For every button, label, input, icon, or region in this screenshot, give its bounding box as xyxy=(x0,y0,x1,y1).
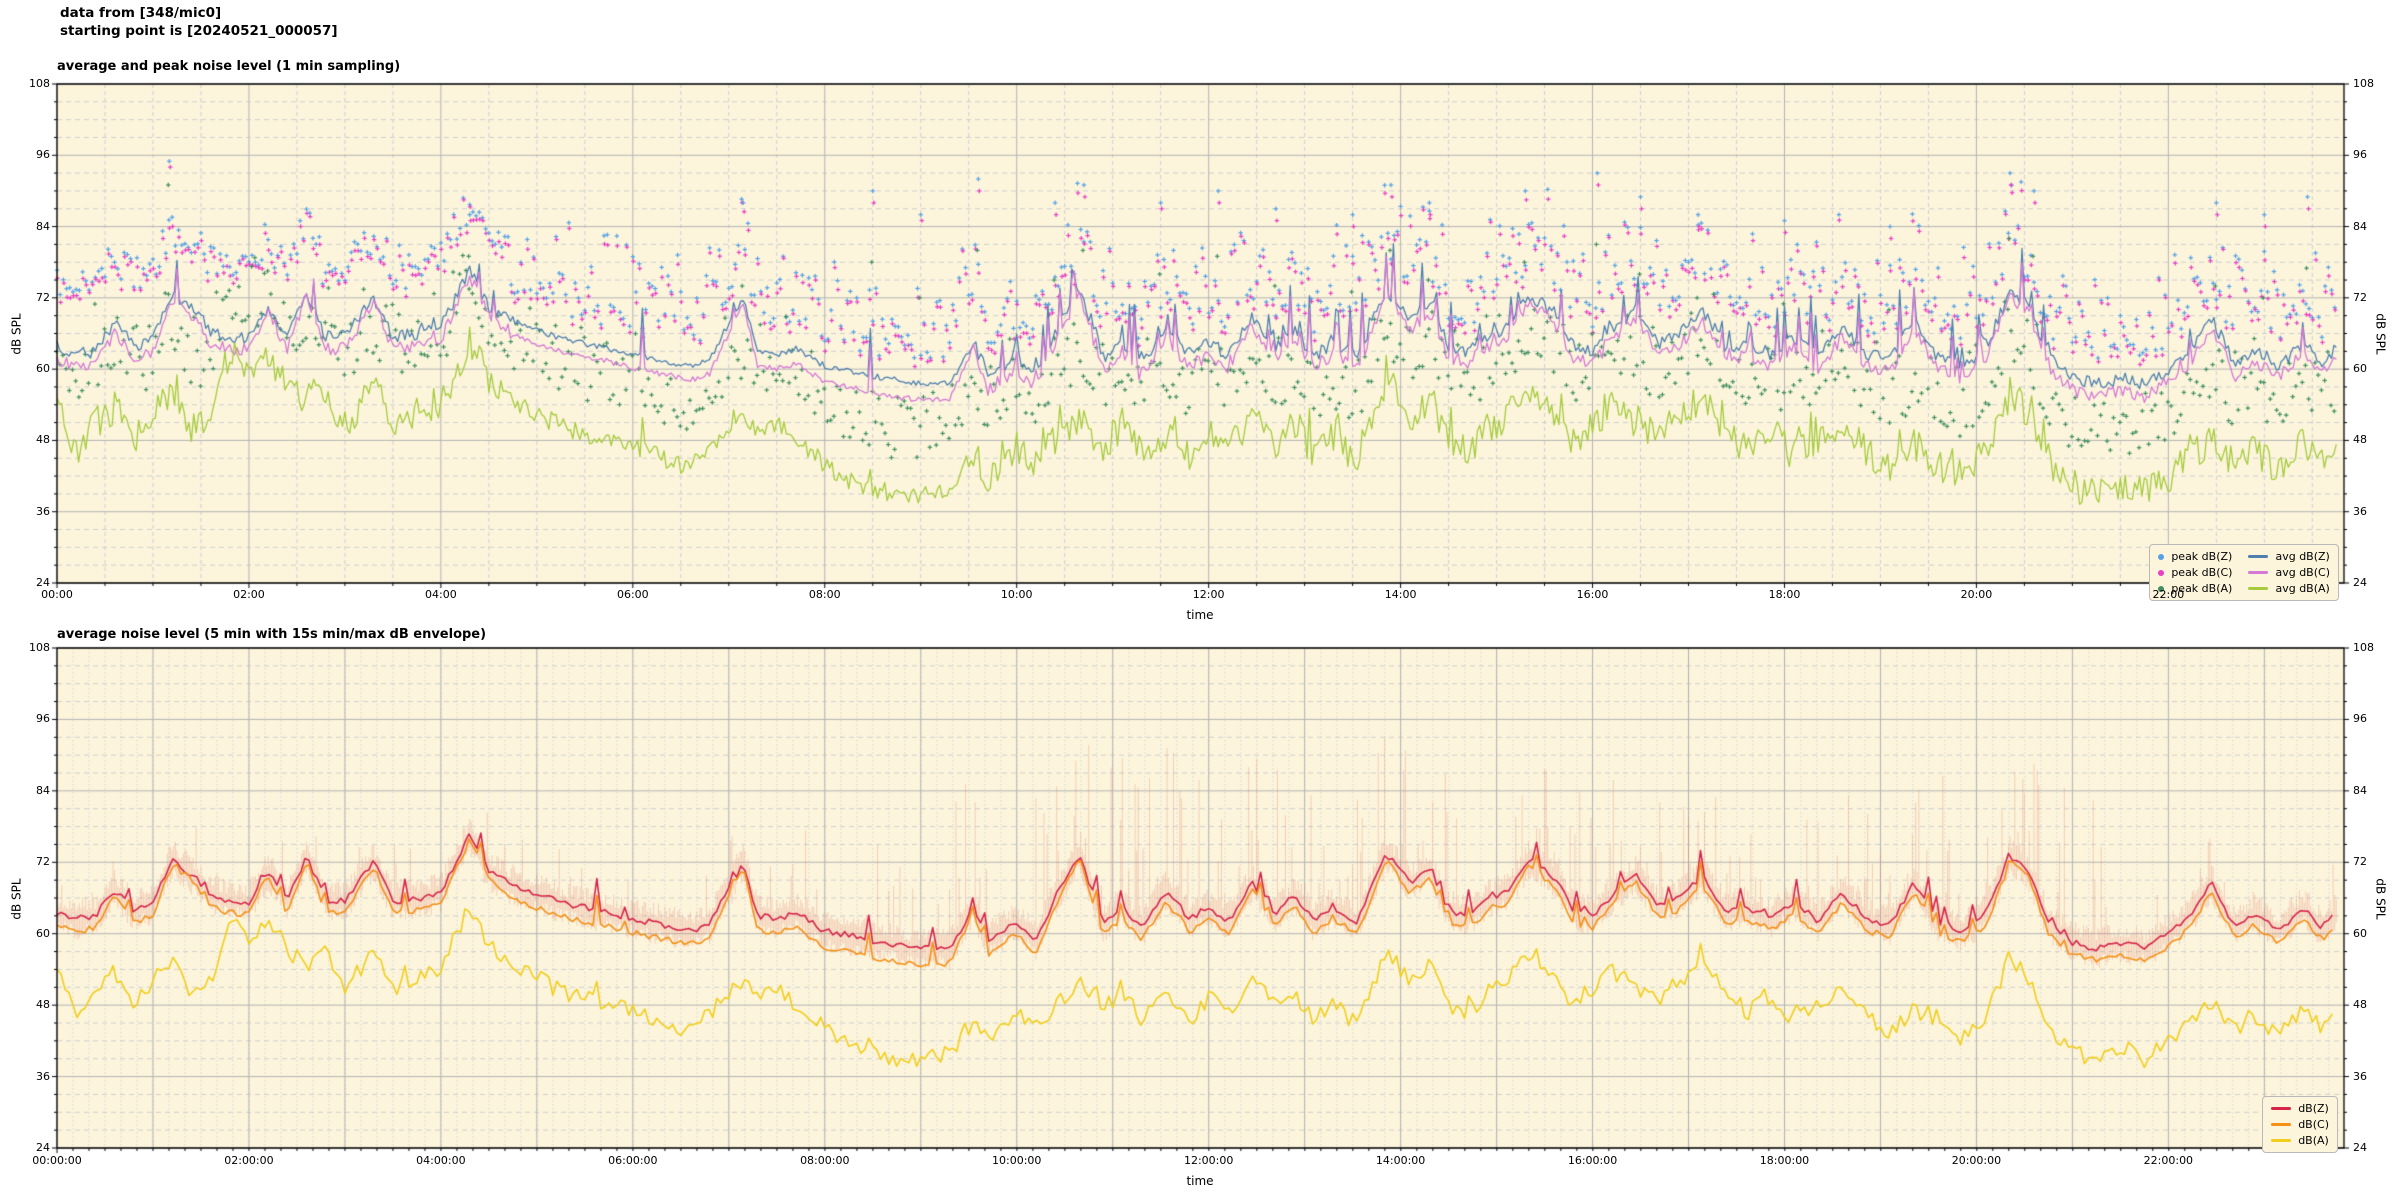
y-tick-label: 96 xyxy=(36,712,50,726)
y-tick-label: 72 xyxy=(36,855,50,869)
x-tick-label: 18:00:00 xyxy=(1759,1154,1810,1167)
x-tick-label: 18:00 xyxy=(1768,588,1801,601)
legend-dot-marker xyxy=(2158,553,2165,560)
y-tick-label: 24 xyxy=(36,1141,50,1154)
y-tick-label: 24 xyxy=(2353,576,2367,589)
chart-2-ylabel-right: dB SPL xyxy=(2373,878,2388,920)
x-tick-label: 00:00:00 xyxy=(32,1154,82,1167)
legend-dot-marker xyxy=(2158,569,2165,576)
chart-1-plot-canvas xyxy=(49,76,2352,591)
x-tick-label: 02:00:00 xyxy=(224,1154,274,1167)
y-tick-label: 36 xyxy=(2353,1069,2367,1083)
y-tick-label: 72 xyxy=(2353,290,2367,304)
y-tick-label: 48 xyxy=(2353,433,2367,447)
chart-2-legend: dB(Z) dB(C) dB(A) xyxy=(2262,1096,2338,1153)
legend-label: dB(A) xyxy=(2298,1134,2329,1147)
x-tick-label: 22:00:00 xyxy=(2143,1154,2194,1167)
x-tick-label: 22:00 xyxy=(2152,588,2185,601)
x-tick-label: 12:00 xyxy=(1192,588,1225,601)
y-tick-label: 84 xyxy=(2353,219,2367,233)
chart-2-title: average noise level (5 min with 15s min/… xyxy=(57,627,487,642)
chart-1-legend-item: avg dB(A) xyxy=(2248,581,2330,596)
chart-2-legend-item: dB(A) xyxy=(2271,1133,2329,1148)
x-tick-label: 10:00:00 xyxy=(992,1154,1042,1167)
x-tick-label: 00:00 xyxy=(41,588,73,601)
chart-1-legend: peak dB(Z) peak dB(C) peak dB(A) avg dB(Z) a… xyxy=(2149,544,2339,601)
y-tick-label: 60 xyxy=(2353,362,2367,376)
header-start-point: starting point is [20240521_000057] xyxy=(60,23,338,39)
y-tick-label: 48 xyxy=(36,998,50,1012)
legend-line-marker xyxy=(2271,1106,2292,1111)
x-tick-label: 06:00:00 xyxy=(608,1154,658,1167)
x-tick-label: 06:00 xyxy=(616,588,649,601)
legend-line-marker xyxy=(2271,1122,2292,1127)
legend-label: peak dB(Z) xyxy=(2171,550,2233,563)
y-tick-label: 60 xyxy=(36,362,50,376)
x-tick-label: 04:00 xyxy=(425,588,457,601)
chart-1-legend-item: avg dB(Z) xyxy=(2248,549,2330,564)
y-tick-label: 84 xyxy=(36,219,50,233)
legend-line-marker xyxy=(2248,554,2269,559)
y-tick-label: 48 xyxy=(2353,998,2367,1012)
chart-2-xlabel: time xyxy=(1186,1174,1214,1188)
legend-label: peak dB(A) xyxy=(2171,582,2233,595)
y-tick-label: 84 xyxy=(36,783,50,797)
y-tick-label: 36 xyxy=(36,1069,50,1083)
y-tick-label: 72 xyxy=(2353,855,2367,869)
legend-dot-marker xyxy=(2158,585,2165,592)
legend-label: dB(Z) xyxy=(2298,1102,2329,1115)
chart-1-legend-item: peak dB(A) xyxy=(2158,581,2232,596)
y-tick-label: 108 xyxy=(2353,77,2374,90)
y-tick-label: 84 xyxy=(2353,783,2367,797)
x-tick-label: 16:00:00 xyxy=(1567,1154,1618,1167)
legend-label: avg dB(Z) xyxy=(2275,550,2330,563)
x-tick-label: 20:00:00 xyxy=(1951,1154,2002,1167)
legend-label: peak dB(C) xyxy=(2171,566,2233,579)
y-tick-label: 48 xyxy=(36,433,50,447)
x-tick-label: 14:00 xyxy=(1384,588,1417,601)
y-tick-label: 108 xyxy=(29,77,50,90)
legend-line-marker xyxy=(2271,1138,2292,1143)
chart-1-ylabel-right: dB SPL xyxy=(2373,313,2388,355)
chart-1-legend-item: avg dB(C) xyxy=(2248,565,2330,580)
chart-2-plot-canvas xyxy=(49,640,2352,1156)
legend-label: avg dB(A) xyxy=(2275,582,2330,595)
x-tick-label: 12:00:00 xyxy=(1183,1154,1234,1167)
legend-line-marker xyxy=(2248,586,2269,591)
y-tick-label: 108 xyxy=(2353,641,2374,654)
y-tick-label: 60 xyxy=(2353,926,2367,940)
legend-label: avg dB(C) xyxy=(2275,566,2330,579)
y-tick-label: 108 xyxy=(29,641,50,654)
chart-2-legend-item: dB(Z) xyxy=(2271,1101,2329,1116)
x-tick-label: 02:00 xyxy=(233,588,265,601)
x-tick-label: 08:00:00 xyxy=(800,1154,850,1167)
y-tick-label: 72 xyxy=(36,290,50,304)
chart-1-legend-item: peak dB(Z) xyxy=(2158,549,2232,564)
x-tick-label: 10:00 xyxy=(1000,588,1033,601)
legend-label: dB(C) xyxy=(2298,1118,2329,1131)
x-tick-label: 16:00 xyxy=(1576,588,1609,601)
y-tick-label: 60 xyxy=(36,926,50,940)
y-tick-label: 36 xyxy=(36,504,50,518)
chart-1-xlabel: time xyxy=(1186,608,1214,622)
x-tick-label: 20:00 xyxy=(1960,588,1993,601)
chart-2-legend-item: dB(C) xyxy=(2271,1117,2329,1132)
y-tick-label: 36 xyxy=(2353,504,2367,518)
y-tick-label: 96 xyxy=(2353,148,2367,162)
legend-line-marker xyxy=(2248,570,2269,575)
y-tick-label: 24 xyxy=(36,576,50,589)
x-tick-label: 14:00:00 xyxy=(1375,1154,1426,1167)
chart-1-title: average and peak noise level (1 min samp… xyxy=(57,59,401,74)
x-tick-label: 08:00 xyxy=(808,588,841,601)
y-tick-label: 96 xyxy=(36,148,50,162)
x-tick-label: 04:00:00 xyxy=(416,1154,466,1167)
y-tick-label: 96 xyxy=(2353,712,2367,726)
y-tick-label: 24 xyxy=(2353,1141,2367,1154)
chart-1-legend-item: peak dB(C) xyxy=(2158,565,2232,580)
chart-2-ylabel-left: dB SPL xyxy=(9,878,24,920)
chart-1-ylabel-left: dB SPL xyxy=(9,313,24,355)
header-data-source: data from [348/mic0] xyxy=(60,5,222,21)
